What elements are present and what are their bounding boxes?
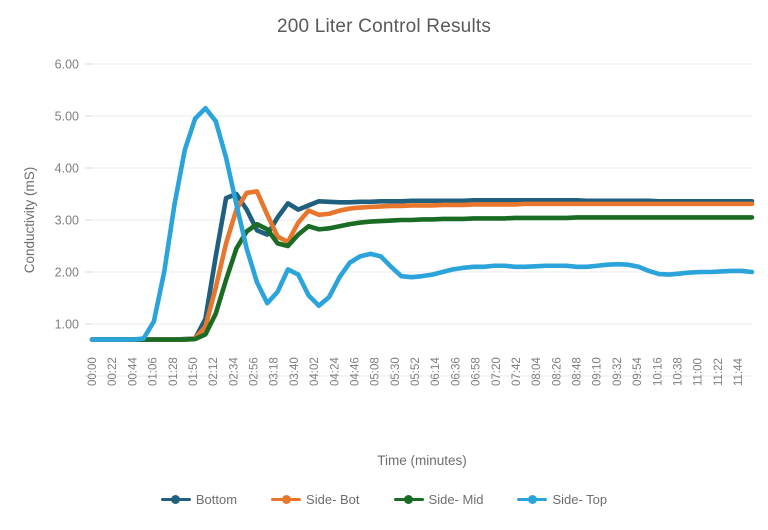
legend-item-label: Side- Mid [428, 492, 484, 507]
legend-marker-icon [160, 494, 191, 506]
x-axis-tick-label: 07:20 [491, 357, 503, 386]
y-axis-title: Conductivity (mS) [22, 167, 37, 274]
y-axis-tick-label: 1.00 [55, 318, 79, 332]
x-axis-tick-label: 02:34 [228, 357, 240, 386]
x-axis-tick-label: 09:32 [612, 357, 624, 386]
x-axis-tick-label: 04:02 [309, 357, 321, 386]
x-axis-tick-label: 02:12 [208, 357, 220, 386]
x-axis-tick-label: 05:30 [390, 357, 402, 386]
x-axis-tick-label: 11:22 [713, 358, 725, 386]
x-axis-tick-label: 03:18 [269, 357, 281, 386]
legend-item-side-bot[interactable]: Side- Bot [271, 492, 360, 507]
legend-item-side-top[interactable]: Side- Top [517, 492, 607, 507]
x-axis-tick-label: 11:44 [733, 357, 745, 386]
legend-item-label: Side- Top [552, 492, 608, 507]
x-axis-tick-label: 10:16 [652, 357, 664, 386]
x-axis-tick-label: 05:52 [410, 357, 422, 386]
x-axis-tick-label: 08:04 [531, 357, 543, 386]
y-axis-tick-label: 2.00 [55, 266, 79, 280]
x-axis-tick-label: 04:24 [329, 357, 341, 386]
x-axis-tick-label: 05:08 [370, 357, 382, 386]
x-axis-tick-label: 06:36 [450, 357, 462, 386]
x-axis-tick-label: 02:56 [249, 357, 261, 386]
x-axis-title: Time (minutes) [377, 453, 467, 468]
x-axis-tick-label: 01:06 [148, 357, 160, 386]
series-line-side-mid [89, 215, 755, 342]
x-axis-tick-label: 04:46 [349, 357, 361, 386]
series-line-side-bot [89, 189, 755, 342]
x-axis-tick-label: 07:42 [511, 357, 523, 386]
y-axis-tick-label: 4.00 [55, 162, 79, 176]
x-axis-tick-label: 08:48 [572, 357, 584, 386]
x-axis-tick-label: 09:10 [592, 357, 604, 386]
y-axis-tick-label: 6.00 [55, 58, 79, 72]
chart-legend: Bottom Side- Bot Side- Mid Side- Top [0, 492, 768, 507]
series-line-bottom [89, 191, 755, 342]
legend-item-bottom[interactable]: Bottom [160, 492, 238, 507]
legend-item-label: Side- Bot [306, 492, 360, 507]
x-axis-tick-label: 06:14 [430, 357, 442, 386]
series-line-side-top [89, 105, 755, 342]
x-axis-tick-label: 06:58 [471, 357, 483, 386]
legend-item-label: Bottom [195, 492, 238, 507]
chart-title: 200 Liter Control Results [276, 16, 492, 37]
legend-marker-icon [517, 494, 548, 506]
y-axis-tick-label: 5.00 [55, 110, 79, 124]
legend-marker-icon [393, 494, 424, 506]
legend-marker-icon [271, 494, 302, 506]
legend-item-side-mid[interactable]: Side- Mid [393, 492, 484, 507]
x-axis-tick-label: 10:38 [672, 357, 684, 386]
x-axis-tick-label: 11:00 [693, 358, 705, 386]
x-axis-tick-label: 03:40 [289, 357, 301, 386]
x-axis-tick-label: 00:44 [127, 357, 139, 386]
x-axis-tick-label: 00:00 [87, 357, 99, 386]
x-axis-tick-label: 01:50 [188, 357, 200, 386]
x-axis-tick-label: 08:26 [551, 357, 563, 386]
x-axis-tick-label: 00:22 [107, 357, 119, 386]
y-axis-tick-label: 3.00 [55, 214, 79, 228]
x-axis-tick-label: 01:28 [168, 357, 180, 386]
x-axis-tick-label: 09:54 [632, 357, 644, 386]
